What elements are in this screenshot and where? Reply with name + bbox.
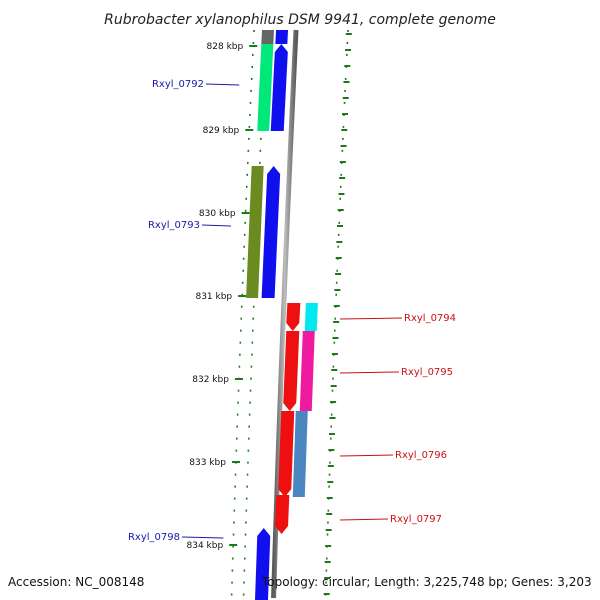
gene-features [246, 30, 318, 600]
cog-rxyl-0794 [304, 303, 318, 331]
gene-leader-line [339, 454, 394, 457]
gene-label[interactable]: Rxyl_0793 [148, 220, 200, 231]
cds-rxyl-0793 [261, 166, 281, 298]
tick-label: 831 kbp [195, 292, 232, 302]
gene-label[interactable]: Rxyl_0797 [390, 514, 442, 525]
cds-forward-partial [275, 30, 289, 44]
gene-leader-line [339, 317, 403, 320]
kbp-ticks: 828 kbp 829 kbp 830 kbp 831 kbp 832 kbp 833 k… [187, 33, 352, 595]
genome-summary-text: Topology: circular; Length: 3,225,748 bp… [261, 575, 592, 589]
tick-label: 828 kbp [207, 42, 244, 52]
tick-label: 830 kbp [199, 209, 236, 219]
gene-label[interactable]: Rxyl_0796 [395, 450, 447, 461]
accession-text: Accession: NC_008148 [8, 575, 144, 589]
cog-rxyl-0796 [292, 411, 308, 497]
gene-label[interactable]: Rxyl_0792 [152, 79, 204, 90]
gene-label[interactable]: Rxyl_0798 [128, 532, 180, 543]
cog-partial [261, 30, 275, 44]
cds-rxyl-0792 [270, 44, 288, 131]
gene-leader-line [339, 371, 400, 374]
gene-leader-line [181, 536, 224, 539]
cds-rxyl-0796 [278, 411, 295, 497]
map-title: Rubrobacter xylanophilus DSM 9941, compl… [104, 12, 496, 28]
tick-label: 834 kbp [187, 541, 224, 551]
tick-label: 829 kbp [203, 126, 240, 136]
cds-rxyl-0797 [275, 495, 290, 534]
cds-rxyl-0795 [283, 331, 300, 411]
cog-rxyl-0795 [299, 331, 315, 411]
gene-leader-line [339, 518, 389, 521]
gene-label[interactable]: Rxyl_0795 [401, 367, 453, 378]
gene-leader-line [201, 224, 231, 227]
gene-leader-line [205, 83, 240, 86]
cds-rxyl-0794 [286, 303, 301, 331]
tick-label: 832 kbp [192, 375, 229, 385]
guide-ring [230, 29, 255, 600]
cog-rxyl-0792 [257, 44, 274, 131]
gene-labels: Rxyl_0792 Rxyl_0793 Rxyl_0794 Rxyl_0795 Rxyl… [128, 79, 456, 543]
gene-label[interactable]: Rxyl_0794 [404, 313, 456, 324]
cog-rxyl-0793 [246, 166, 264, 298]
cds-rxyl-0798 [255, 528, 271, 600]
tick-label: 833 kbp [189, 458, 226, 468]
